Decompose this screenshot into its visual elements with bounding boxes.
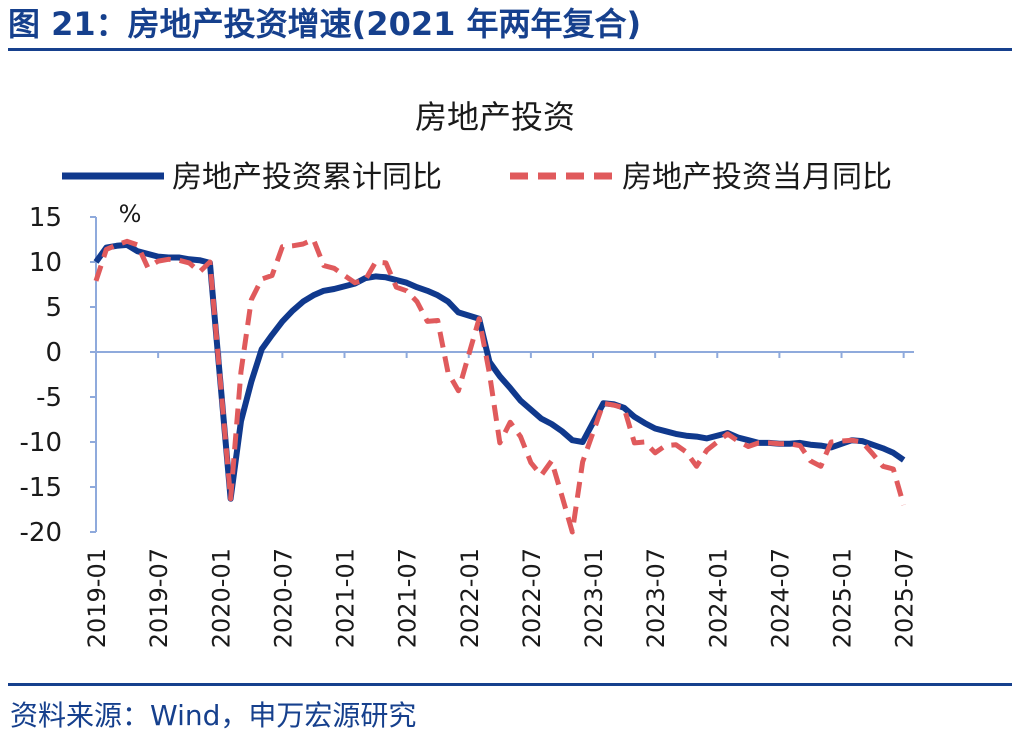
x-tick-label: 2021-01: [332, 548, 360, 648]
axes: -20 -15 -10 -5 0 5 10 15: [20, 203, 914, 548]
x-tick-label: 2021-07: [394, 548, 422, 648]
legend-label-cumulative: 房地产投资累计同比: [172, 160, 442, 195]
x-tick-label: 2020-07: [269, 548, 297, 648]
x-tick-label: 2024-07: [766, 548, 794, 648]
series-line-monthly: [93, 237, 907, 535]
series-line-cumulative: [93, 241, 906, 502]
x-tick-label: 2023-07: [642, 548, 670, 648]
x-tick-label: 2023-01: [580, 548, 608, 648]
y-tick-label: 5: [45, 293, 62, 323]
x-tick-labels: 2019-01 2019-07 2020-01 2020-07 2021-01 2021-…: [83, 548, 919, 648]
x-tick-label: 2019-07: [145, 548, 173, 648]
y-tick-label: -5: [36, 383, 62, 413]
y-tick-label: -20: [20, 518, 62, 548]
x-tick-label: 2022-01: [456, 548, 484, 648]
chart-title: 房地产投资: [415, 98, 575, 136]
x-tick-label: 2020-01: [207, 548, 235, 648]
y-tick-label: -10: [20, 428, 62, 458]
x-tick-label: 2025-01: [829, 548, 857, 648]
title-rule: [8, 48, 1012, 51]
x-tick-label: 2025-07: [891, 548, 919, 648]
x-tick-label: 2019-01: [83, 548, 111, 648]
figure-title: 图 21：房地产投资增速(2021 年两年复合): [8, 5, 642, 43]
x-tick-label: 2024-01: [704, 548, 732, 648]
footer-rule: [8, 683, 1012, 686]
y-tick-label: 0: [45, 338, 62, 368]
legend-label-monthly: 房地产投资当月同比: [622, 160, 892, 195]
y-tick-label: 15: [29, 203, 62, 233]
chart: 房地产投资 房地产投资累计同比 房地产投资当月同比 % -20 -15 -10 -5 0…: [20, 98, 919, 648]
legend: 房地产投资累计同比 房地产投资当月同比: [62, 160, 892, 195]
unit-label: %: [119, 200, 142, 228]
source-note: 资料来源：Wind，申万宏源研究: [10, 699, 417, 732]
x-tick-label: 2022-07: [518, 548, 546, 648]
y-tick-label: -15: [20, 473, 62, 503]
y-tick-label: 10: [29, 248, 62, 278]
series-lines: [93, 237, 907, 535]
